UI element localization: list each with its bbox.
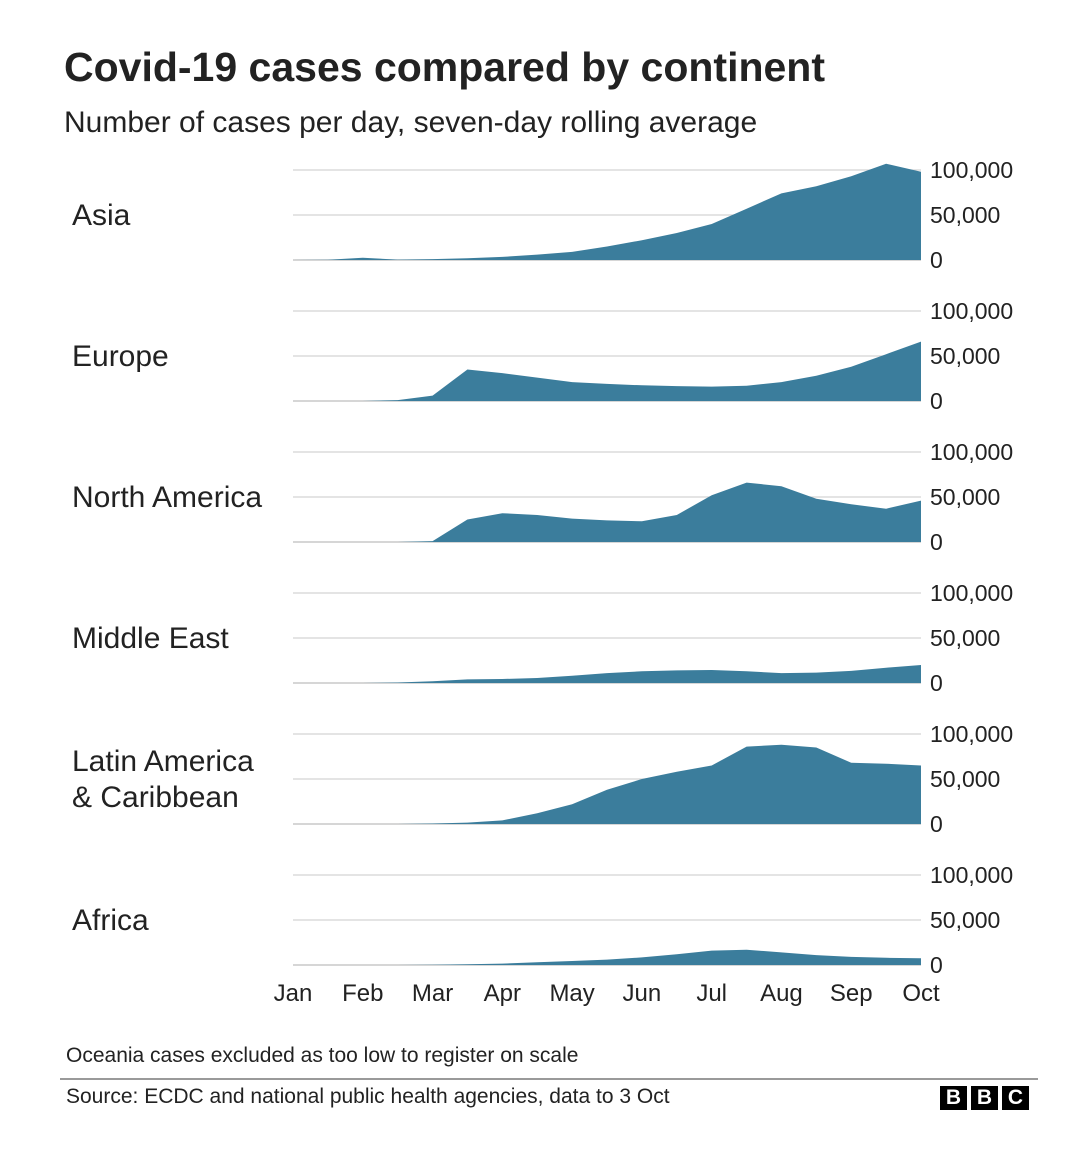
logo-letter: C bbox=[1002, 1086, 1029, 1110]
y-tick-label: 100,000 bbox=[930, 298, 1013, 324]
y-tick-label: 0 bbox=[930, 811, 943, 837]
x-tick-label: Feb bbox=[342, 980, 383, 1007]
y-tick-label: 100,000 bbox=[930, 439, 1013, 465]
y-tick-label: 100,000 bbox=[930, 157, 1013, 183]
y-tick-label: 50,000 bbox=[930, 202, 1000, 228]
x-tick-label: Aug bbox=[760, 980, 803, 1007]
chart-subtitle: Number of cases per day, seven-day rolli… bbox=[64, 106, 758, 139]
x-tick-label: Sep bbox=[830, 980, 873, 1007]
y-tick-label: 100,000 bbox=[930, 580, 1013, 606]
series-label: Africa bbox=[72, 904, 149, 937]
footer-divider bbox=[60, 1078, 1038, 1080]
y-tick-label: 50,000 bbox=[930, 625, 1000, 651]
series-label: Europe bbox=[72, 340, 169, 373]
series-area-1 bbox=[293, 163, 921, 260]
x-tick-label: Mar bbox=[412, 980, 453, 1007]
y-tick-label: 50,000 bbox=[930, 766, 1000, 792]
x-tick-label: Jan bbox=[274, 980, 313, 1007]
x-tick-label: Jun bbox=[623, 980, 662, 1007]
series-label: Asia bbox=[72, 199, 131, 232]
x-tick-label: May bbox=[549, 980, 594, 1007]
series-label: Middle East bbox=[72, 622, 229, 655]
x-tick-label: Jul bbox=[696, 980, 727, 1007]
chart-title: Covid-19 cases compared by continent bbox=[64, 44, 826, 90]
y-tick-label: 0 bbox=[930, 952, 943, 978]
logo-letter: B bbox=[940, 1086, 967, 1110]
series-area-4 bbox=[293, 665, 921, 683]
series-label: & Caribbean bbox=[72, 781, 239, 814]
y-tick-label: 0 bbox=[930, 529, 943, 555]
source-note: Source: ECDC and national public health … bbox=[66, 1085, 670, 1108]
series-label: Latin America bbox=[72, 745, 254, 778]
series-area-6 bbox=[293, 949, 921, 965]
x-tick-label: Oct bbox=[902, 980, 940, 1007]
series-area-2 bbox=[293, 341, 921, 401]
x-tick-label: Apr bbox=[484, 980, 521, 1007]
y-tick-label: 0 bbox=[930, 388, 943, 414]
series-label: North America bbox=[72, 481, 262, 514]
bbc-logo: B B C bbox=[940, 1086, 1029, 1110]
logo-letter: B bbox=[971, 1086, 998, 1110]
series-area-3 bbox=[293, 482, 921, 542]
y-tick-label: 50,000 bbox=[930, 484, 1000, 510]
y-tick-label: 50,000 bbox=[930, 343, 1000, 369]
y-tick-label: 0 bbox=[930, 247, 943, 273]
footnote: Oceania cases excluded as too low to reg… bbox=[66, 1044, 579, 1067]
y-tick-label: 50,000 bbox=[930, 907, 1000, 933]
y-tick-label: 100,000 bbox=[930, 862, 1013, 888]
y-tick-label: 0 bbox=[930, 670, 943, 696]
y-tick-label: 100,000 bbox=[930, 721, 1013, 747]
series-area-5 bbox=[293, 744, 921, 824]
small-multiples-chart: 100,000 50,000 0 Asia 100,000 50,000 0 Europe 10… bbox=[72, 157, 1013, 1007]
